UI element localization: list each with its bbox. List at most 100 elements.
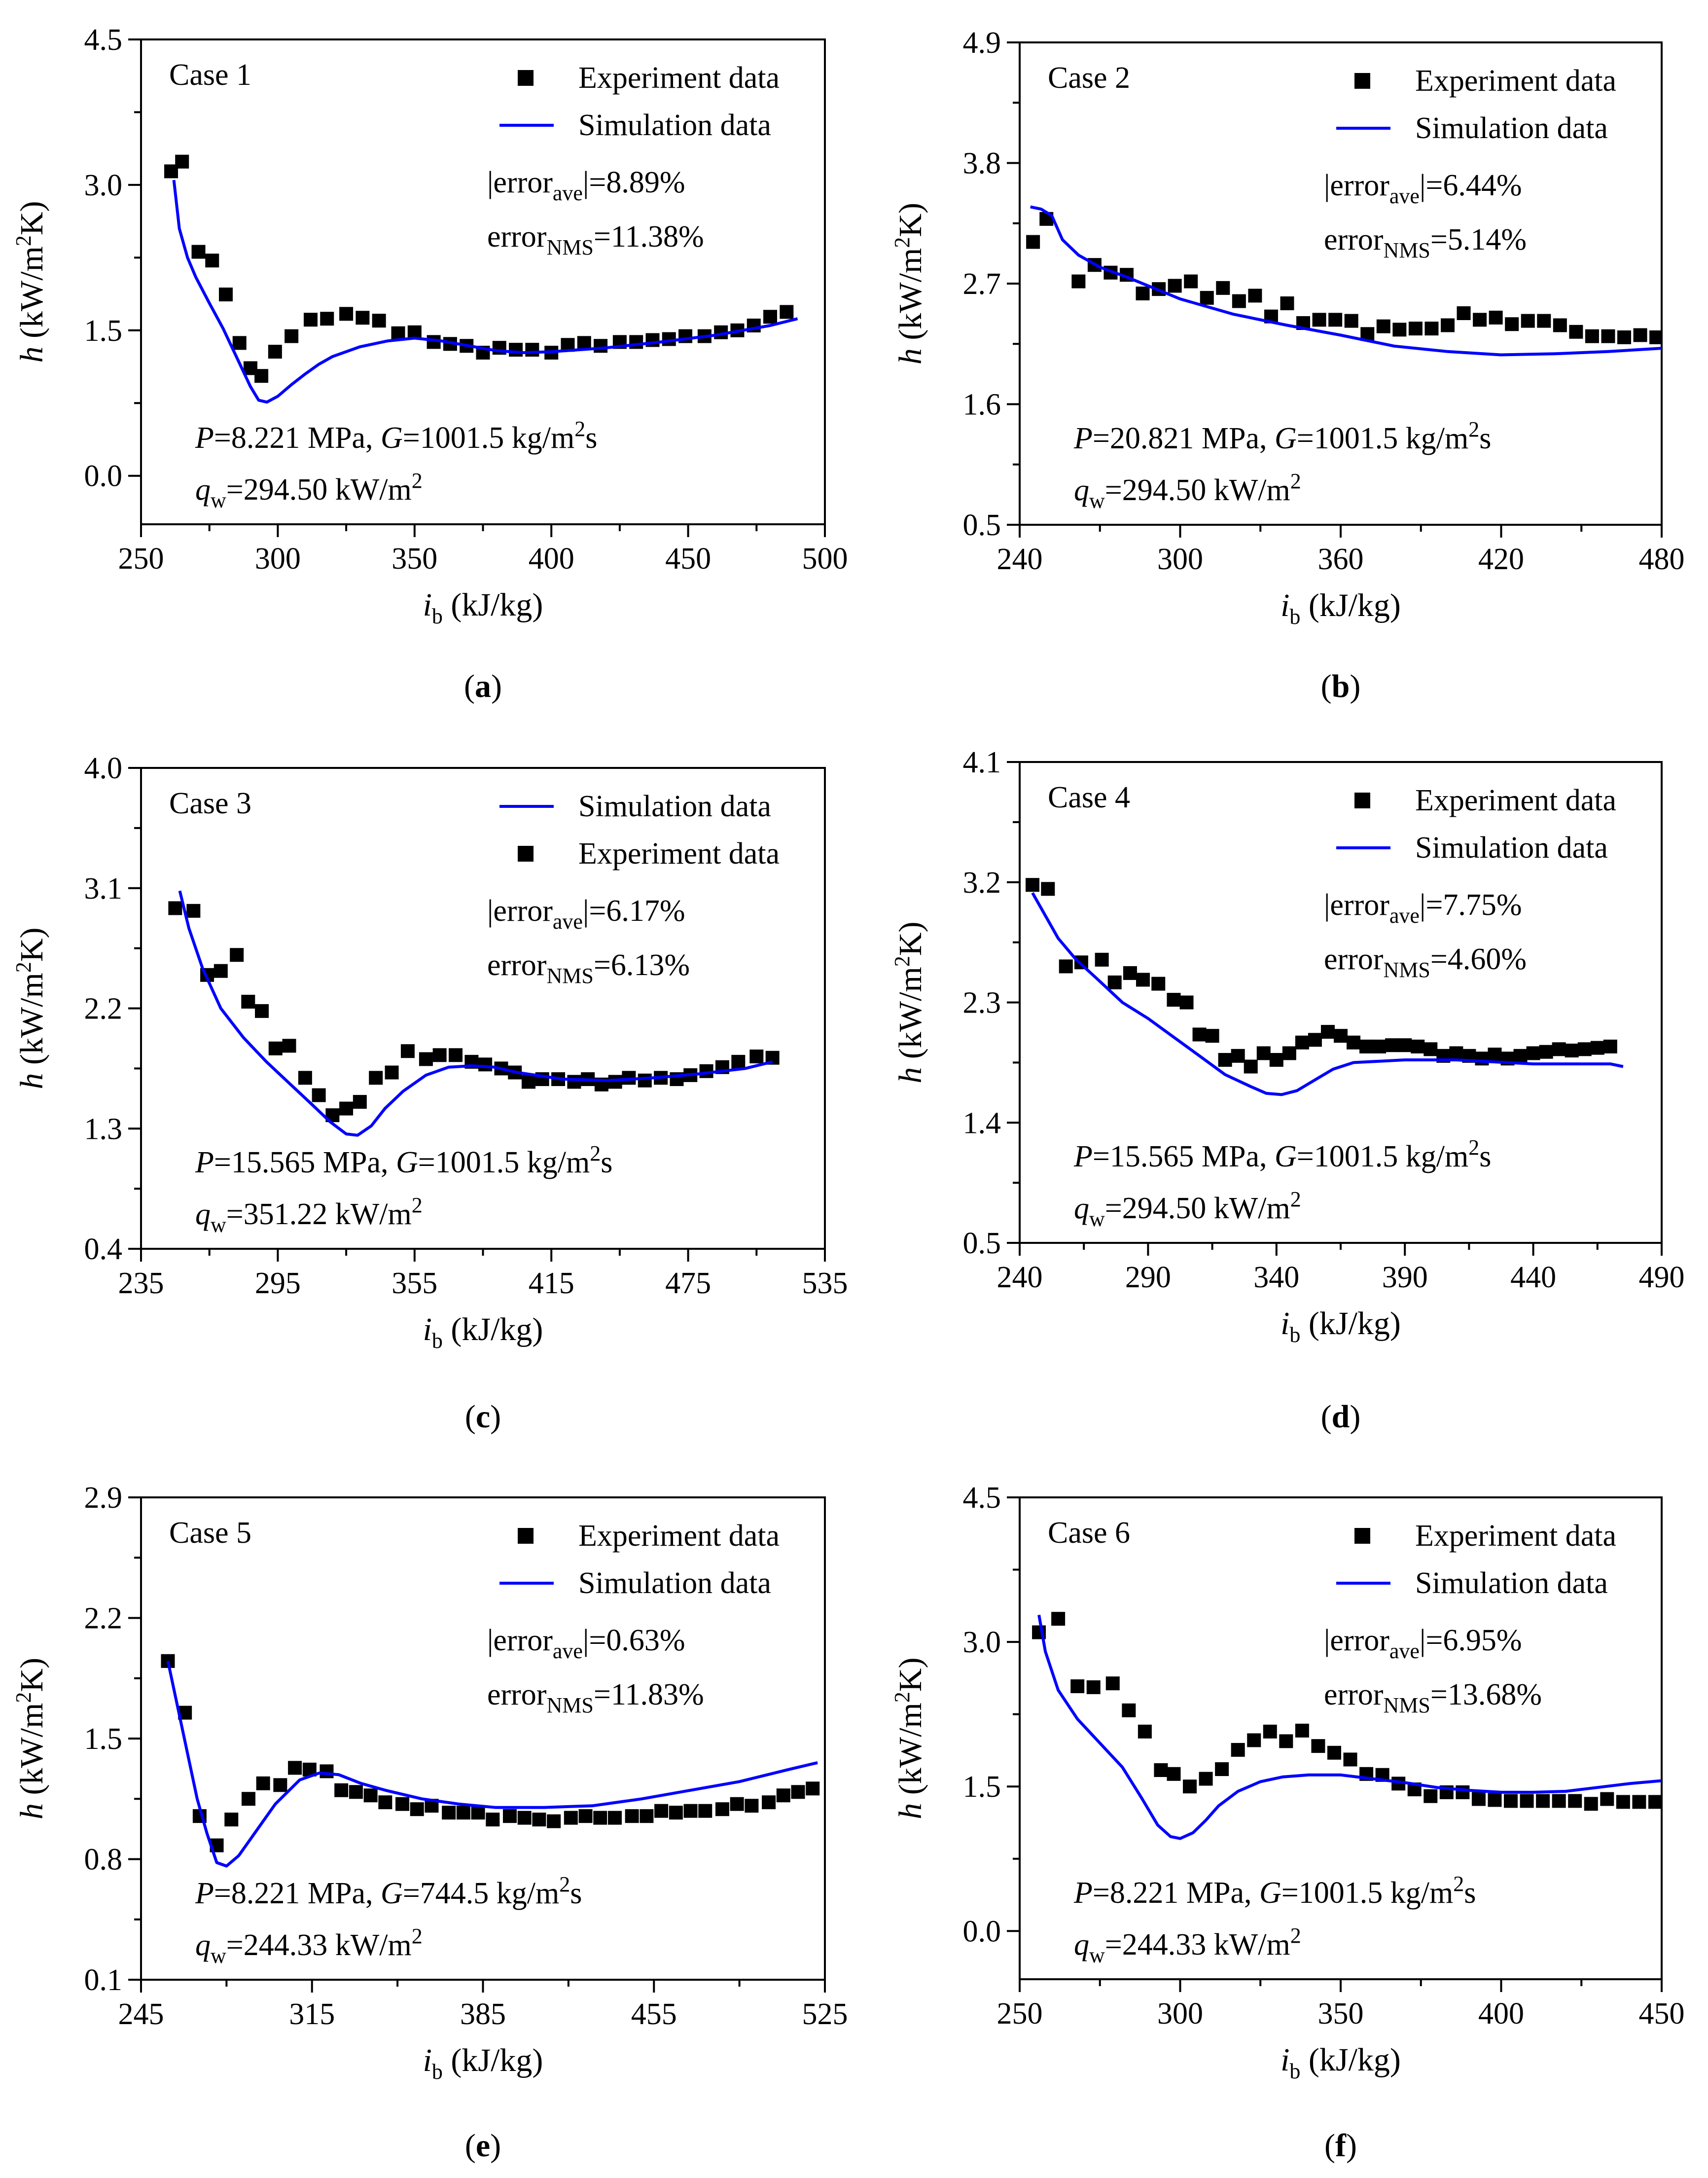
caption-paren-close: ) bbox=[1346, 2128, 1357, 2164]
y-axis-superscript: 2 bbox=[11, 1692, 36, 1703]
experiment-point bbox=[1584, 1797, 1598, 1811]
experiment-point bbox=[268, 345, 282, 359]
experiment-point bbox=[1577, 1042, 1592, 1056]
experiment-point bbox=[1347, 1035, 1361, 1050]
condition-g-superscript: 2 bbox=[590, 1141, 601, 1165]
condition-g-value: 1001.5 kg/m bbox=[1314, 422, 1468, 455]
y-axis-superscript: 2 bbox=[890, 1692, 914, 1703]
experiment-point bbox=[1231, 1049, 1245, 1063]
y-tick-label: 3.0 bbox=[963, 1626, 1001, 1659]
condition-q-subscript: w bbox=[211, 488, 226, 512]
experiment-point bbox=[806, 1781, 820, 1796]
condition-equals: = bbox=[214, 421, 231, 455]
experiment-point bbox=[1327, 1745, 1341, 1760]
error-ave-text: |errorave|=0.63% bbox=[487, 1624, 685, 1663]
panel-f: 250 300 350 400 450 0.0 1.5 3.0 4.5 ib (kJ/kg) h (… bbox=[890, 1481, 1685, 2164]
experiment-point bbox=[285, 329, 299, 343]
experiment-point bbox=[1616, 1795, 1630, 1809]
error-nms-equals: = bbox=[594, 220, 611, 254]
experiment-point bbox=[1392, 323, 1407, 337]
condition-p-value: 8.221 MPa bbox=[231, 1877, 365, 1910]
experiment-point bbox=[1520, 1794, 1534, 1808]
simulation-line bbox=[1030, 205, 1662, 357]
y-axis-label: h (kW/m2K) bbox=[11, 201, 50, 363]
caption-paren-open: ( bbox=[1321, 1399, 1332, 1435]
experiment-point bbox=[1216, 281, 1230, 295]
panel-a: 250 300 350 400 450 500 0.0 1.5 3.0 4.5 ib (kJ/kg)… bbox=[11, 23, 848, 704]
experiment-point bbox=[625, 1809, 639, 1823]
y-axis-unit: (kW/m bbox=[892, 248, 928, 348]
condition-line-2: qw=244.33 kW/m2 bbox=[1074, 1924, 1301, 1967]
experiment-point bbox=[1385, 1038, 1399, 1053]
condition-g-tail: s bbox=[1464, 1876, 1476, 1910]
condition-p-symbol: P bbox=[195, 1877, 214, 1910]
simulation-line bbox=[1031, 892, 1624, 1096]
error-ave-value: 8.89% bbox=[606, 166, 685, 199]
error-nms-value: 13.68% bbox=[1448, 1678, 1542, 1711]
experiment-point bbox=[353, 1095, 367, 1109]
experiment-point bbox=[1537, 314, 1551, 328]
experiment-point bbox=[1411, 1039, 1425, 1053]
experiment-point bbox=[230, 948, 244, 962]
condition-g-superscript: 2 bbox=[1453, 1872, 1464, 1896]
experiment-point bbox=[1471, 1792, 1486, 1806]
caption-paren-close: ) bbox=[490, 1399, 501, 1435]
panel-caption: (b) bbox=[1321, 668, 1361, 704]
y-tick-label: 3.0 bbox=[84, 169, 123, 202]
caption-paren-open: ( bbox=[1324, 2128, 1335, 2164]
condition-line-1: P=8.221 MPa, G=1001.5 kg/m2s bbox=[195, 417, 597, 455]
legend-marker-experiment bbox=[518, 1528, 534, 1544]
experiment-point bbox=[1423, 1789, 1438, 1803]
experiment-point bbox=[1424, 322, 1439, 336]
legend-marker-experiment bbox=[1354, 73, 1370, 89]
legend-marker-experiment bbox=[1354, 793, 1370, 808]
y-tick-label: 4.9 bbox=[963, 26, 1001, 60]
experiment-point bbox=[1311, 1739, 1325, 1753]
experiment-point bbox=[1489, 310, 1503, 325]
experiment-point bbox=[1553, 318, 1567, 332]
y-axis-symbol: h bbox=[14, 1073, 50, 1089]
experiment-point bbox=[1095, 952, 1109, 967]
y-axis-superscript: 2 bbox=[890, 956, 914, 967]
y-axis-unit-tail: K) bbox=[14, 927, 50, 962]
legend-label-experiment: Experiment data bbox=[1415, 784, 1616, 817]
y-axis-symbol: h bbox=[14, 347, 50, 363]
x-axis-unit: (kJ/kg) bbox=[443, 2042, 543, 2078]
x-tick-label: 450 bbox=[1639, 1997, 1685, 2031]
case-label: Case 2 bbox=[1048, 61, 1130, 95]
experiment-point bbox=[1449, 1046, 1463, 1060]
experiment-point bbox=[395, 1797, 410, 1811]
condition-line-2: qw=294.50 kW/m2 bbox=[1074, 1187, 1301, 1231]
error-ave-text: |errorave|=6.95% bbox=[1324, 1624, 1522, 1663]
x-axis-unit: (kJ/kg) bbox=[443, 587, 543, 623]
error-nms-subscript: NMS bbox=[546, 1693, 593, 1717]
experiment-point bbox=[168, 901, 182, 915]
caption-paren-close: ) bbox=[490, 2128, 501, 2164]
x-tick-label: 440 bbox=[1510, 1261, 1556, 1294]
error-ave-equals: |= bbox=[1420, 888, 1443, 922]
condition-g-superscript: 2 bbox=[1468, 1135, 1479, 1160]
experiment-point bbox=[564, 1811, 578, 1825]
caption-letter: f bbox=[1335, 2128, 1347, 2164]
condition-q-symbol: q bbox=[195, 1198, 211, 1231]
y-tick-label: 0.8 bbox=[84, 1843, 123, 1877]
experiment-point bbox=[400, 1044, 415, 1058]
y-tick-label: 0.4 bbox=[84, 1233, 123, 1266]
experiment-point bbox=[1600, 1792, 1614, 1806]
experiment-point bbox=[298, 1071, 312, 1085]
condition-g-tail: s bbox=[1479, 1140, 1491, 1173]
experiment-point bbox=[232, 336, 247, 350]
experiment-point bbox=[218, 288, 233, 302]
experiment-point bbox=[1295, 1035, 1309, 1050]
condition-separator: , bbox=[1259, 422, 1275, 455]
error-nms-prefix: error bbox=[1324, 223, 1384, 256]
experiment-point bbox=[1513, 1049, 1528, 1063]
experiment-point bbox=[1603, 1039, 1617, 1053]
x-tick-label: 390 bbox=[1382, 1261, 1428, 1294]
experiment-point bbox=[1122, 1703, 1136, 1717]
experiment-point bbox=[288, 1761, 302, 1775]
experiment-point bbox=[1504, 1794, 1518, 1808]
experiment-point bbox=[1398, 1038, 1412, 1053]
